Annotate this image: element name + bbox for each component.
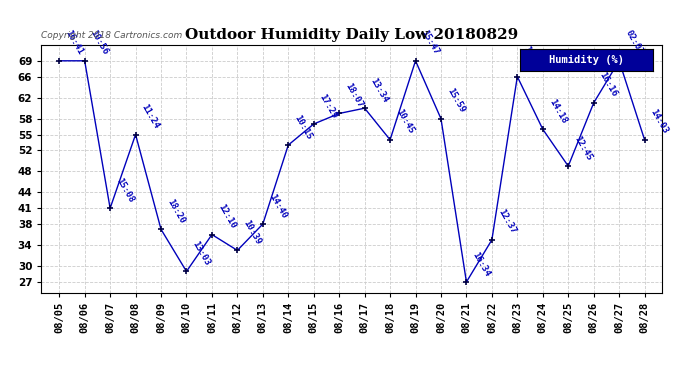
- Text: 02:07: 02:07: [623, 29, 644, 57]
- Text: 12:38: 12:38: [522, 45, 543, 72]
- Text: 13:34: 13:34: [368, 76, 390, 104]
- Text: 12:45: 12:45: [573, 134, 593, 162]
- Text: Copyright 2018 Cartronics.com: Copyright 2018 Cartronics.com: [41, 31, 183, 40]
- Text: 18:07: 18:07: [344, 81, 364, 109]
- Text: 12:37: 12:37: [496, 208, 518, 236]
- Text: 11:24: 11:24: [140, 103, 161, 130]
- Text: 14:18: 14:18: [547, 98, 568, 125]
- Text: 16:41: 16:41: [63, 29, 85, 57]
- Text: 18:20: 18:20: [165, 197, 186, 225]
- Text: 15:59: 15:59: [445, 87, 466, 114]
- Text: 10:15: 10:15: [293, 113, 314, 141]
- Text: 16:16: 16:16: [598, 71, 619, 99]
- Text: 15:08: 15:08: [115, 176, 135, 204]
- Text: 16:34: 16:34: [471, 250, 492, 278]
- Text: 10:45: 10:45: [394, 108, 415, 136]
- Text: 14:03: 14:03: [649, 108, 670, 136]
- Text: 13:03: 13:03: [190, 240, 212, 267]
- Text: 17:29: 17:29: [318, 92, 339, 120]
- Text: 14:40: 14:40: [267, 192, 288, 220]
- Title: Outdoor Humidity Daily Low 20180829: Outdoor Humidity Daily Low 20180829: [186, 28, 518, 42]
- Text: 10:56: 10:56: [89, 29, 110, 57]
- Text: 10:39: 10:39: [241, 218, 263, 246]
- Text: 15:47: 15:47: [420, 29, 441, 57]
- Text: 12:10: 12:10: [216, 202, 237, 230]
